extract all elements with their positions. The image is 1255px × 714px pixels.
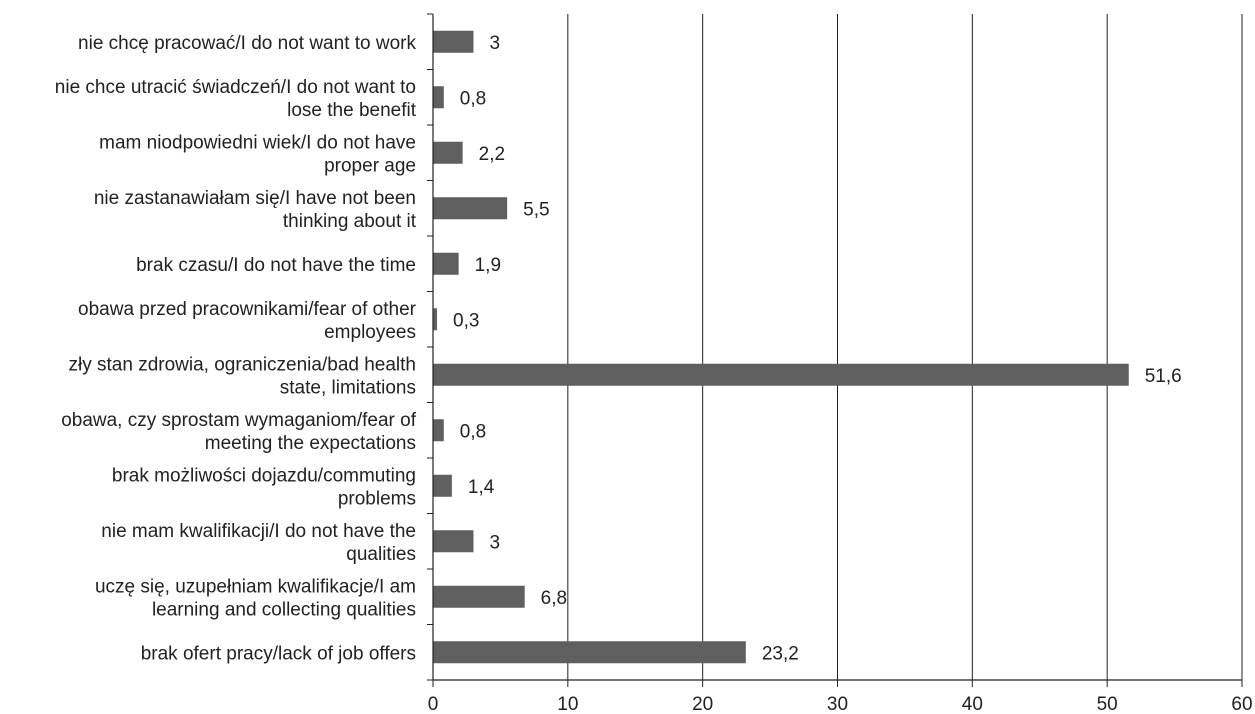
- category-label: nie chce utracić świadczeń/I do not want…: [55, 77, 417, 121]
- category-label-line: nie chce utracić świadczeń/I do not want…: [55, 77, 416, 98]
- value-label: 2,2: [479, 144, 505, 165]
- value-label: 3: [489, 33, 500, 54]
- x-tick-label: 40: [962, 694, 983, 714]
- category-label-line: employees: [324, 322, 416, 343]
- category-label-line: lose the benefit: [287, 100, 417, 121]
- x-tick-label: 50: [1097, 694, 1118, 714]
- value-label: 1,9: [475, 255, 501, 276]
- bar: [433, 474, 452, 497]
- category-label: obawa, czy sprostam wymaganiom/fear of me…: [61, 410, 417, 454]
- bar: [433, 141, 463, 164]
- category-label-line: qualities: [346, 544, 416, 565]
- category-label: brak możliwości dojazdu/commuting problem…: [112, 465, 416, 509]
- category-label-line: state, limitations: [280, 377, 416, 398]
- value-label: 6,8: [541, 588, 567, 609]
- x-tick-label: 20: [692, 694, 713, 714]
- x-tick-label: 60: [1231, 694, 1252, 714]
- category-label-line: nie zastanawiałam się/I have not been: [94, 188, 416, 209]
- category-label-line: nie chcę pracować/I do not want to work: [78, 33, 416, 54]
- value-label: 5,5: [523, 199, 549, 220]
- category-label-line: proper age: [324, 155, 416, 176]
- labels: 0 10 20 30 40 50 60 3 nie chcę pracować/I do not…: [55, 33, 1253, 714]
- bar: [433, 530, 474, 553]
- category-label: mam niodpowiedni wiek/I do not have prope…: [99, 132, 416, 176]
- category-label: brak czasu/I do not have the time: [136, 255, 416, 276]
- value-label: 0,3: [453, 310, 479, 331]
- bar: [433, 86, 444, 109]
- category-label-line: zły stan zdrowia, ograniczenia/bad healt…: [69, 354, 416, 375]
- category-label-line: nie mam kwalifikacji/I do not have the: [101, 521, 416, 542]
- category-label: uczę się, uzupełniam kwalifikacje/I am le…: [95, 576, 416, 620]
- category-label: nie zastanawiałam się/I have not been thi…: [94, 188, 417, 232]
- category-label: brak ofert pracy/lack of job offers: [141, 643, 416, 664]
- category-label-line: brak możliwości dojazdu/commuting: [112, 465, 416, 486]
- bar: [433, 363, 1129, 386]
- category-label-line: brak czasu/I do not have the time: [136, 255, 416, 276]
- bar: [433, 252, 459, 275]
- category-label-line: thinking about it: [283, 211, 417, 232]
- category-label: nie chcę pracować/I do not want to work: [78, 33, 416, 54]
- category-label-line: learning and collecting qualities: [152, 599, 416, 620]
- bar: [433, 585, 525, 608]
- category-label-line: problems: [338, 488, 416, 509]
- bar: [433, 308, 438, 331]
- axes: [427, 13, 1243, 687]
- x-tick-label: 10: [557, 694, 578, 714]
- category-label-line: meeting the expectations: [205, 433, 416, 454]
- value-label: 0,8: [460, 88, 486, 109]
- category-label: zły stan zdrowia, ograniczenia/bad healt…: [69, 354, 416, 398]
- value-label: 23,2: [762, 643, 799, 664]
- bar: [433, 419, 444, 442]
- x-tick-label: 30: [827, 694, 848, 714]
- bars: [433, 30, 1129, 664]
- category-label-line: obawa, czy sprostam wymaganiom/fear of: [61, 410, 417, 431]
- category-label: obawa przed pracownikami/fear of other em…: [78, 299, 417, 343]
- category-label-line: obawa przed pracownikami/fear of other: [78, 299, 417, 320]
- category-label: nie mam kwalifikacji/I do not have the qu…: [101, 521, 416, 565]
- bar: [433, 197, 508, 220]
- gridlines: [567, 14, 1243, 680]
- value-label: 1,4: [468, 477, 495, 498]
- x-tick-label: 0: [428, 694, 439, 714]
- value-label: 0,8: [460, 421, 486, 442]
- category-label-line: uczę się, uzupełniam kwalifikacje/I am: [95, 576, 416, 597]
- value-label: 3: [489, 532, 500, 553]
- bar: [433, 641, 746, 664]
- category-label-line: brak ofert pracy/lack of job offers: [141, 643, 416, 664]
- bar: [433, 30, 474, 53]
- category-label-line: mam niodpowiedni wiek/I do not have: [99, 132, 416, 153]
- value-label: 51,6: [1145, 366, 1182, 387]
